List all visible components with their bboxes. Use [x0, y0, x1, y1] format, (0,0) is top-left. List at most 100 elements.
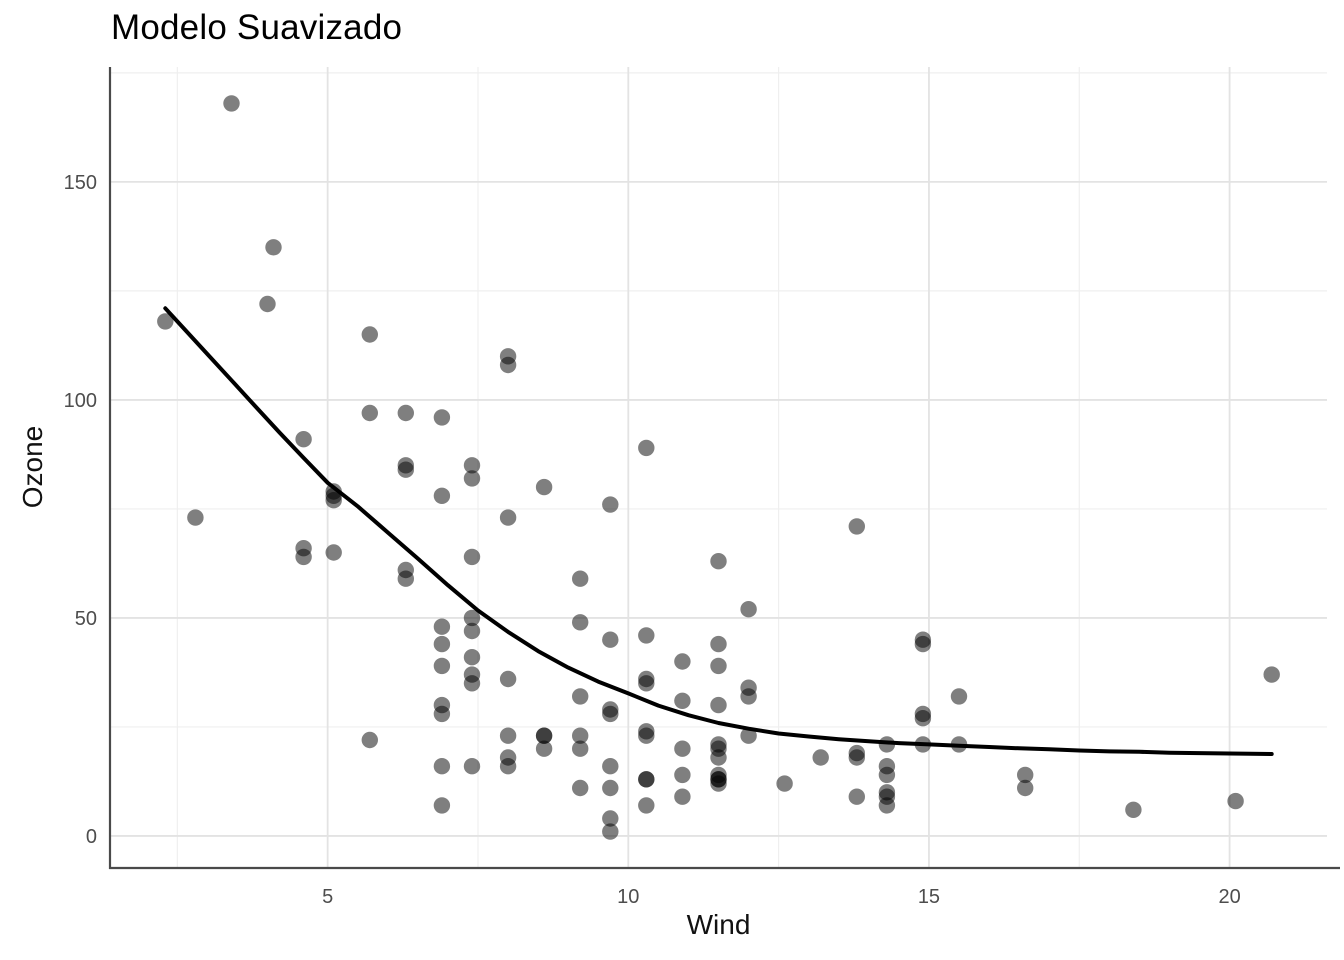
data-point: [848, 749, 865, 766]
data-point: [463, 675, 481, 692]
data-point: [572, 727, 589, 744]
grid-minor: [110, 67, 1327, 868]
data-point: [499, 727, 517, 744]
y-tick-label: 100: [64, 390, 97, 412]
tick-labels: 5 10 15 20 0 50 100 150: [64, 172, 1241, 908]
data-point: [433, 657, 451, 675]
data-point: [674, 740, 691, 757]
x-tick-label: 10: [617, 886, 639, 908]
data-point: [433, 618, 451, 635]
data-point: [950, 688, 968, 705]
x-tick-label: 5: [322, 886, 333, 908]
data-point: [740, 601, 757, 618]
data-point: [361, 731, 378, 749]
data-point: [463, 609, 481, 627]
data-point: [499, 749, 517, 766]
data-point: [638, 627, 655, 644]
data-point: [397, 457, 414, 474]
data-point: [1263, 666, 1280, 683]
smooth-line: [163, 306, 1274, 756]
data-point: [572, 779, 589, 797]
data-point: [602, 810, 619, 827]
data-point: [740, 688, 757, 705]
data-point: [848, 788, 865, 805]
data-point: [638, 723, 655, 740]
data-point: [463, 758, 481, 775]
y-tick-label: 150: [64, 172, 97, 194]
x-axis-title: Wind: [686, 909, 751, 940]
data-point: [433, 487, 451, 504]
data-point: [463, 622, 481, 640]
data-point: [776, 775, 793, 792]
data-point: [535, 740, 553, 757]
data-point: [572, 740, 589, 757]
y-tick-label: 0: [86, 826, 97, 848]
data-point: [602, 631, 619, 648]
data-point: [397, 404, 414, 422]
x-tick-label: 15: [918, 886, 940, 908]
data-point: [463, 649, 481, 666]
data-point: [1227, 792, 1244, 810]
data-point: [397, 570, 414, 587]
data-point: [710, 696, 727, 714]
data-point: [572, 688, 589, 705]
data-point: [638, 771, 655, 788]
data-point: [1016, 779, 1034, 797]
data-point: [674, 766, 691, 784]
axis-lines: [108, 67, 1340, 870]
data-point: [295, 431, 312, 448]
data-point: [914, 635, 932, 653]
data-point: [602, 705, 619, 723]
data-point: [674, 788, 691, 805]
data-point: [535, 478, 553, 496]
data-point: [602, 779, 619, 797]
data-point: [602, 758, 619, 775]
data-point: [433, 797, 451, 814]
data-point: [265, 239, 282, 256]
data-point: [740, 727, 757, 744]
data-point: [638, 439, 655, 457]
data-point: [848, 518, 865, 535]
data-point: [1125, 801, 1142, 818]
data-point: [463, 470, 481, 487]
data-point: [463, 548, 481, 566]
data-point: [535, 727, 553, 744]
data-point: [812, 749, 829, 766]
data-point: [914, 710, 932, 727]
data-point: [433, 758, 451, 775]
data-point: [223, 95, 240, 112]
data-point: [187, 509, 204, 526]
data-point: [361, 404, 378, 422]
data-point: [674, 692, 691, 709]
data-point: [433, 696, 451, 714]
data-point: [602, 496, 619, 513]
data-point: [878, 766, 896, 784]
data-point: [259, 295, 276, 313]
data-point: [572, 570, 589, 587]
data-point: [157, 313, 174, 330]
data-point: [710, 553, 727, 570]
data-point: [674, 653, 691, 670]
grid-major: [110, 67, 1327, 868]
data-point: [638, 670, 655, 688]
y-axis-title: Ozone: [17, 425, 48, 509]
data-point: [433, 409, 451, 426]
data-point: [499, 348, 517, 365]
data-point: [710, 740, 727, 757]
scatter-points: [157, 95, 1280, 840]
data-point: [463, 457, 481, 474]
y-tick-label: 50: [75, 608, 97, 630]
data-point: [710, 657, 727, 675]
data-point: [295, 540, 312, 557]
chart-title: Modelo Suavizado: [111, 8, 403, 47]
x-tick-label: 20: [1218, 886, 1240, 908]
data-point: [499, 509, 517, 526]
data-point: [361, 326, 378, 343]
data-point: [433, 635, 451, 653]
data-point: [572, 614, 589, 631]
data-point: [710, 771, 727, 788]
data-point: [602, 823, 619, 840]
data-point: [638, 797, 655, 814]
